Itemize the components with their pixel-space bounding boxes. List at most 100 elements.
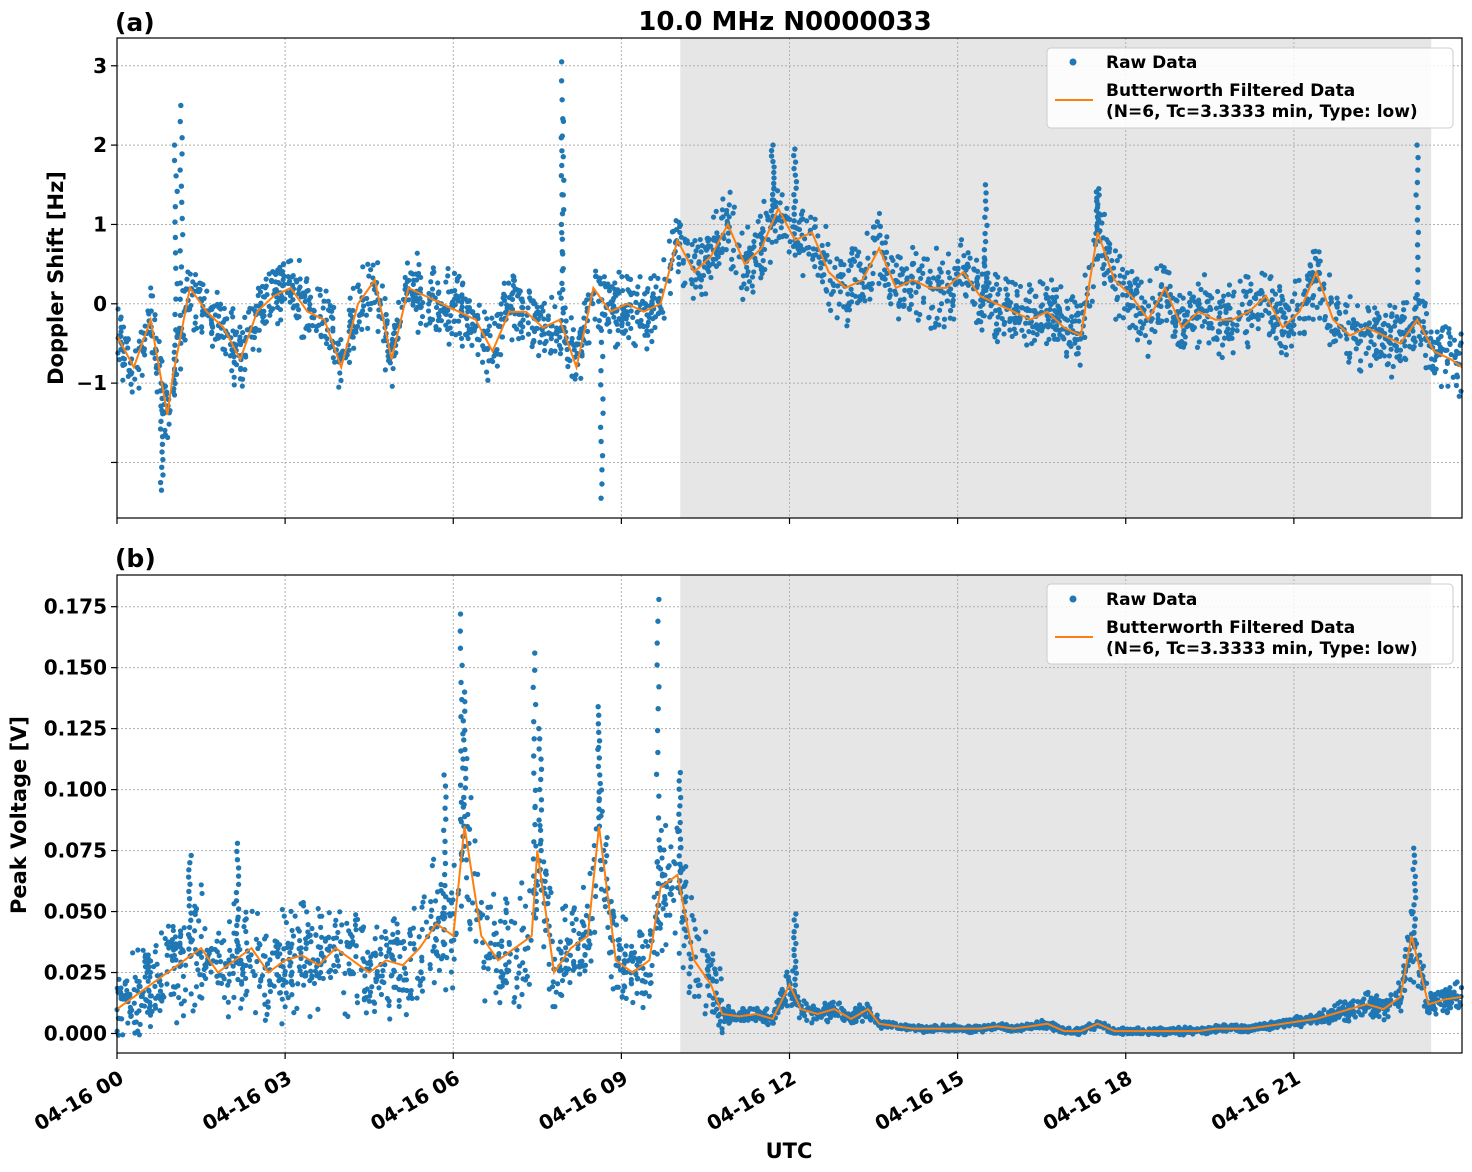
panel-b-raw-point — [428, 913, 434, 920]
panel-a-raw-point — [581, 315, 587, 321]
panel-a-raw-point — [239, 383, 245, 389]
panel-a-raw-point — [223, 351, 229, 357]
panel-a-raw-point — [973, 319, 980, 326]
panel-a-raw-point — [592, 316, 598, 322]
panel-a-raw-point — [996, 306, 1002, 313]
panel-a-raw-point — [1024, 342, 1030, 348]
panel-a-raw-point — [978, 319, 984, 325]
panel-a-raw-point — [162, 427, 168, 433]
panel-a-raw-point — [1204, 308, 1210, 314]
panel-b-raw-point — [335, 963, 342, 969]
panel-b-raw-point — [242, 917, 248, 923]
panel-b-raw-point — [710, 951, 716, 957]
panel-a-raw-point — [1371, 342, 1377, 348]
panel-a-raw-point — [713, 208, 719, 214]
panel-a-raw-point — [1090, 284, 1096, 290]
panel-a-raw-point — [808, 214, 814, 220]
panel-b-raw-point — [129, 1007, 135, 1013]
panel-a-raw-point — [204, 288, 210, 294]
panel-b-raw-point — [492, 941, 498, 948]
panel-b-raw-point — [145, 978, 151, 984]
panel-b-raw-point — [514, 975, 520, 981]
panel-a-raw-point — [547, 331, 553, 337]
panel-a-raw-point — [581, 300, 588, 306]
panel-a-raw-point — [959, 281, 965, 287]
panel-a-raw-point — [974, 268, 981, 275]
panel-a-raw-point — [1248, 314, 1254, 320]
panel-a-raw-point — [619, 316, 626, 322]
panel-a-raw-point — [1126, 280, 1132, 286]
panel-a-raw-point — [1368, 339, 1374, 345]
panel-a-raw-point — [510, 282, 516, 289]
panel-b-raw-point — [485, 904, 491, 910]
panel-a-raw-point — [245, 309, 252, 315]
panel-a-raw-point — [1270, 327, 1276, 334]
panel-a-raw-point — [136, 338, 142, 344]
panel-a-raw-point — [585, 292, 591, 298]
panel-a-raw-point — [990, 286, 996, 292]
panel-a-raw-point — [1215, 288, 1221, 295]
panel-b-raw-point — [131, 1019, 137, 1026]
panel-a-raw-point — [552, 304, 558, 310]
panel-a-raw-point — [1137, 310, 1143, 317]
panel-b-raw-point — [613, 922, 620, 928]
panel-b-raw-point — [208, 969, 214, 975]
panel-a-raw-point — [1297, 330, 1303, 336]
panel-b-raw-point — [497, 1000, 503, 1006]
panel-a-raw-point — [1104, 245, 1110, 251]
panel-a-raw-point — [792, 242, 798, 248]
panel-a-raw-point — [419, 313, 426, 320]
panel-a-raw-point — [869, 280, 875, 287]
panel-a-raw-point — [1082, 272, 1088, 278]
panel-a-raw-point — [511, 274, 517, 280]
panel-a-raw-point — [488, 357, 495, 363]
panel-a-raw-point — [198, 324, 205, 331]
panel-a-raw-point — [1133, 290, 1139, 296]
panel-a-raw-point — [885, 281, 891, 288]
panel-a-raw-point — [1063, 349, 1070, 355]
panel-a-raw-point — [613, 319, 619, 325]
panel-a-raw-spike-point — [159, 441, 166, 448]
panel-b-raw-point — [623, 969, 629, 975]
panel-a-raw-point — [1034, 325, 1041, 331]
panel-a-raw-point — [262, 285, 268, 291]
panel-a-raw-point — [727, 189, 733, 195]
panel-a-raw-point — [502, 309, 509, 315]
panel-a-raw-point — [568, 315, 574, 321]
panel-a-raw-point — [215, 335, 222, 341]
panel-a-raw-point — [1442, 368, 1449, 375]
panel-a-raw-point — [1269, 288, 1276, 294]
panel-a-raw-point — [451, 318, 457, 325]
panel-a-raw-point — [909, 274, 915, 280]
panel-a-raw-point — [846, 267, 852, 274]
panel-b-raw-point — [253, 936, 259, 942]
panel-a-raw-point — [684, 240, 691, 246]
panel-a-raw-point — [724, 207, 730, 214]
panel-b-raw-point — [619, 993, 625, 1000]
panel-b-raw-point — [688, 964, 694, 970]
panel-a-raw-point — [1135, 282, 1141, 289]
panel-a-raw-point — [458, 335, 465, 342]
panel-a-raw-point — [628, 308, 634, 314]
panel-b-raw-point — [263, 933, 269, 939]
panel-a-raw-point — [596, 275, 602, 281]
panel-a-raw-point — [1089, 298, 1095, 304]
panel-b-raw-point — [190, 1008, 196, 1014]
panel-a-raw-point — [1109, 257, 1115, 264]
panel-a-raw-point — [1266, 332, 1272, 338]
panel-a-raw-point — [1068, 343, 1074, 349]
panel-a-raw-point — [1283, 352, 1289, 358]
panel-a-raw-point — [1145, 303, 1152, 309]
panel-a-raw-point — [449, 300, 456, 307]
panel-b-raw-point — [177, 934, 184, 940]
panel-b-raw-point — [571, 905, 577, 911]
panel-a-raw-point — [183, 286, 189, 292]
panel-a-raw-point — [658, 288, 664, 294]
panel-a-raw-spike-point — [559, 97, 565, 103]
panel-a-raw-point — [1385, 322, 1391, 329]
panel-a-raw-point — [860, 293, 866, 300]
panel-a-raw-point — [1047, 302, 1054, 308]
panel-a-raw-point — [819, 279, 826, 285]
panel-b-raw-point — [634, 976, 640, 982]
panel-b-raw-point — [379, 934, 385, 940]
